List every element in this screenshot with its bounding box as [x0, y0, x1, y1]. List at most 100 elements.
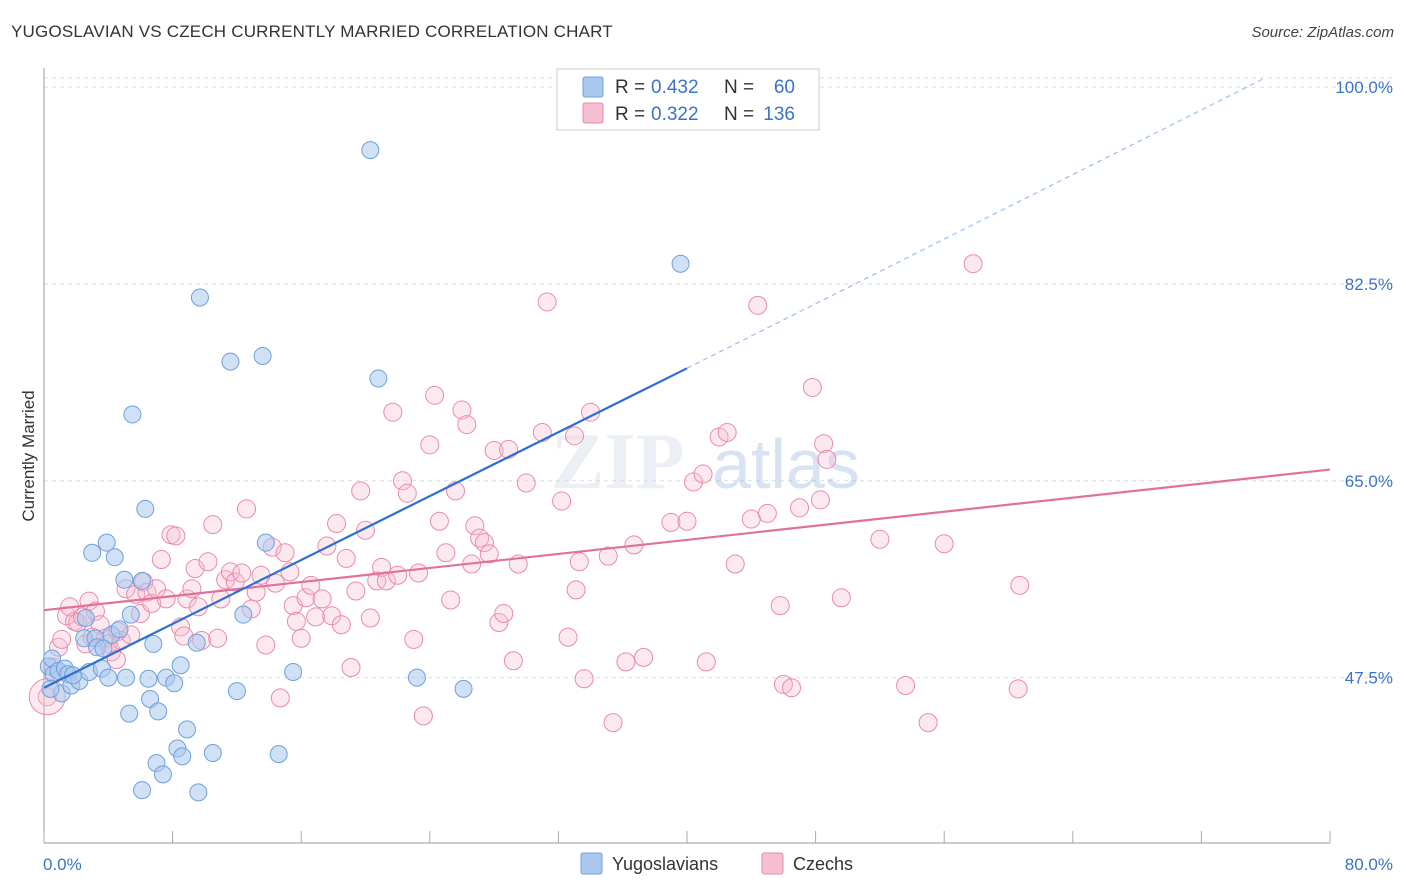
- czechs-point: [306, 607, 326, 627]
- czechs-trendline: [43, 468, 1331, 612]
- czechs-point: [465, 516, 485, 536]
- czechs-point: [1010, 575, 1030, 595]
- yugoslavians-point: [116, 668, 135, 687]
- czechs-point: [291, 628, 311, 648]
- legend-n-label-1: N =: [724, 77, 754, 98]
- chart-title: YUGOSLAVIAN VS CZECH CURRENTLY MARRIED C…: [11, 22, 613, 41]
- czechs-point: [603, 713, 623, 733]
- yugoslavians-point: [227, 682, 246, 701]
- czechs-point: [717, 422, 737, 442]
- czechs-point: [392, 471, 412, 491]
- czechs-point: [552, 491, 572, 511]
- yugoslavians-point: [121, 605, 140, 624]
- czechs-point: [963, 254, 983, 274]
- x-axis-ticks: [43, 831, 1331, 843]
- watermark-atlas: atlas: [712, 425, 860, 503]
- czechs-point: [388, 565, 408, 585]
- czechs-point: [741, 509, 761, 529]
- czechs-point: [802, 377, 822, 397]
- czechs-point: [275, 543, 295, 563]
- czechs-point: [566, 580, 586, 600]
- yugoslavians-point: [165, 674, 184, 693]
- yugoslavians-point: [190, 288, 209, 307]
- yugoslavians-point: [123, 405, 142, 424]
- yugoslavians-point: [369, 369, 388, 388]
- trendlines: [43, 78, 1331, 689]
- czechs-point: [661, 512, 681, 532]
- czechs-point: [420, 435, 440, 455]
- czechs-point: [781, 678, 801, 698]
- czechs-point: [516, 473, 536, 493]
- czechs-point: [331, 615, 351, 635]
- yugoslavians-point: [120, 704, 139, 723]
- czechs-point: [409, 563, 429, 583]
- czechs-point: [693, 464, 713, 484]
- czechs-point: [256, 635, 276, 655]
- czechs-point: [360, 608, 380, 628]
- legend-n-label-2: N =: [724, 104, 754, 125]
- czechs-point: [270, 688, 290, 708]
- czechs-point: [831, 588, 851, 608]
- czechs-point: [446, 481, 466, 501]
- watermark-zip: ZIP: [551, 418, 684, 506]
- czechs-point: [351, 481, 371, 501]
- czechs-point: [616, 652, 636, 672]
- yugoslavians-point: [97, 533, 116, 552]
- yugoslavians-point: [153, 765, 172, 784]
- yugoslavians-point: [83, 543, 102, 562]
- czechs-point: [532, 422, 552, 442]
- bottom-legend-yugoslavians: Yugoslavians: [612, 854, 718, 874]
- czechs-point: [457, 415, 477, 435]
- czechs-point: [52, 629, 72, 649]
- y-axis-tick-labels: 47.5% 65.0% 82.5% 100.0%: [1335, 78, 1393, 688]
- legend-r-label-2: R =: [615, 104, 645, 125]
- czechs-point: [286, 611, 306, 631]
- y-axis-label: Currently Married: [19, 390, 38, 521]
- czechs-point: [397, 483, 417, 503]
- czechs-point: [918, 713, 938, 733]
- yugoslavians-point: [139, 669, 158, 688]
- legend-n-value-yugoslavians: 60: [774, 77, 795, 98]
- czechs-point: [677, 511, 697, 531]
- yugoslavians-point: [671, 254, 690, 273]
- czechs-point: [569, 552, 589, 572]
- yugoslavians-point: [133, 571, 152, 590]
- czechs-point: [232, 563, 252, 583]
- czechs-point: [770, 596, 790, 616]
- series-legend: Yugoslavians Czechs: [580, 852, 853, 875]
- bottom-swatch-yugoslavians: [580, 852, 603, 875]
- czechs-point: [341, 658, 361, 678]
- yugoslavians-point: [76, 609, 95, 628]
- czechs-point: [725, 554, 745, 574]
- czechs-point: [327, 514, 347, 534]
- czechs-point: [499, 439, 519, 459]
- yugoslavians-point: [173, 747, 192, 766]
- czechs-point: [452, 400, 472, 420]
- legend-n-value-czechs: 136: [763, 104, 795, 125]
- czechs-point: [934, 534, 954, 554]
- czechs-point: [817, 449, 837, 469]
- czechs-point: [156, 589, 176, 609]
- legend-r-value-yugoslavians: 0.432: [651, 77, 699, 98]
- czechs-point: [413, 706, 433, 726]
- czechs-point: [810, 490, 830, 510]
- czechs-point: [312, 589, 332, 609]
- czechs-point: [336, 548, 356, 568]
- watermark: ZIP atlas: [551, 418, 860, 506]
- czechs-point: [296, 588, 316, 608]
- czechs-point: [790, 498, 810, 518]
- czechs-point: [870, 529, 890, 549]
- czechs-point: [748, 295, 768, 315]
- yugoslavians-point: [407, 668, 426, 687]
- yugoslavians-point: [361, 141, 380, 160]
- yugoslavians-point: [110, 620, 129, 639]
- czechs-point: [896, 676, 916, 696]
- czechs-point: [203, 515, 223, 535]
- czechs-point: [151, 550, 171, 570]
- czechs-point: [558, 627, 578, 647]
- czechs-point: [1008, 679, 1028, 699]
- yugoslavians-point: [178, 720, 197, 739]
- czechs-point: [479, 544, 499, 564]
- czechs-point: [429, 511, 449, 531]
- source-credit: Source: ZipAtlas.com: [1251, 24, 1394, 41]
